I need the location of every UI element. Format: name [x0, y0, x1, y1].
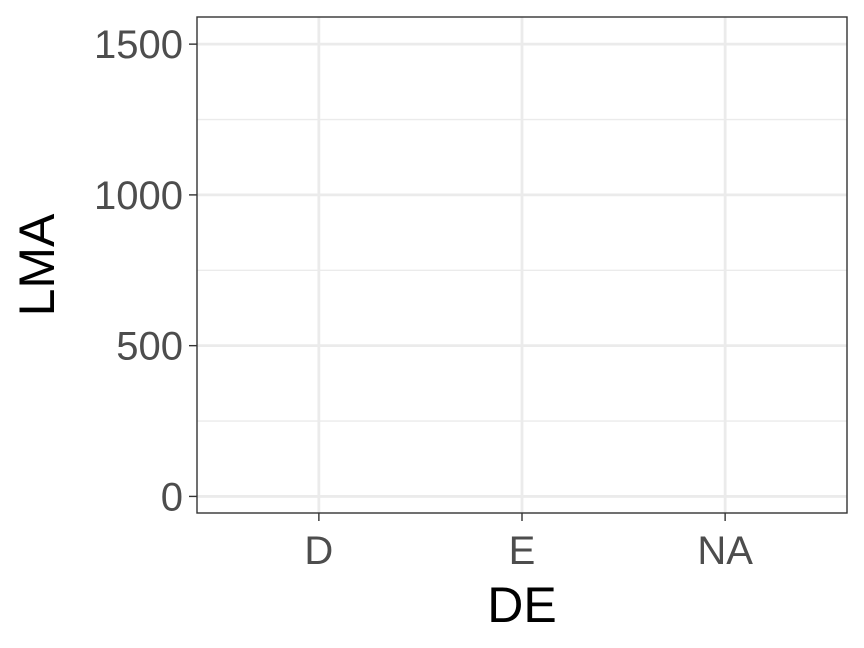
x-axis-ticks: D E NA: [304, 513, 753, 573]
x-tick-label: E: [509, 529, 536, 573]
x-tick-label: D: [304, 529, 333, 573]
y-axis-title: LMA: [9, 213, 65, 316]
y-tick-label: 1500: [94, 23, 183, 67]
y-tick-label: 1000: [94, 174, 183, 218]
y-tick-label: 0: [161, 475, 183, 519]
x-tick-label: NA: [697, 529, 753, 573]
major-grid: [197, 17, 847, 513]
y-axis-ticks: 0 500 1000 1500: [94, 23, 197, 519]
y-tick-label: 500: [116, 325, 183, 369]
x-axis-title: DE: [487, 577, 556, 633]
